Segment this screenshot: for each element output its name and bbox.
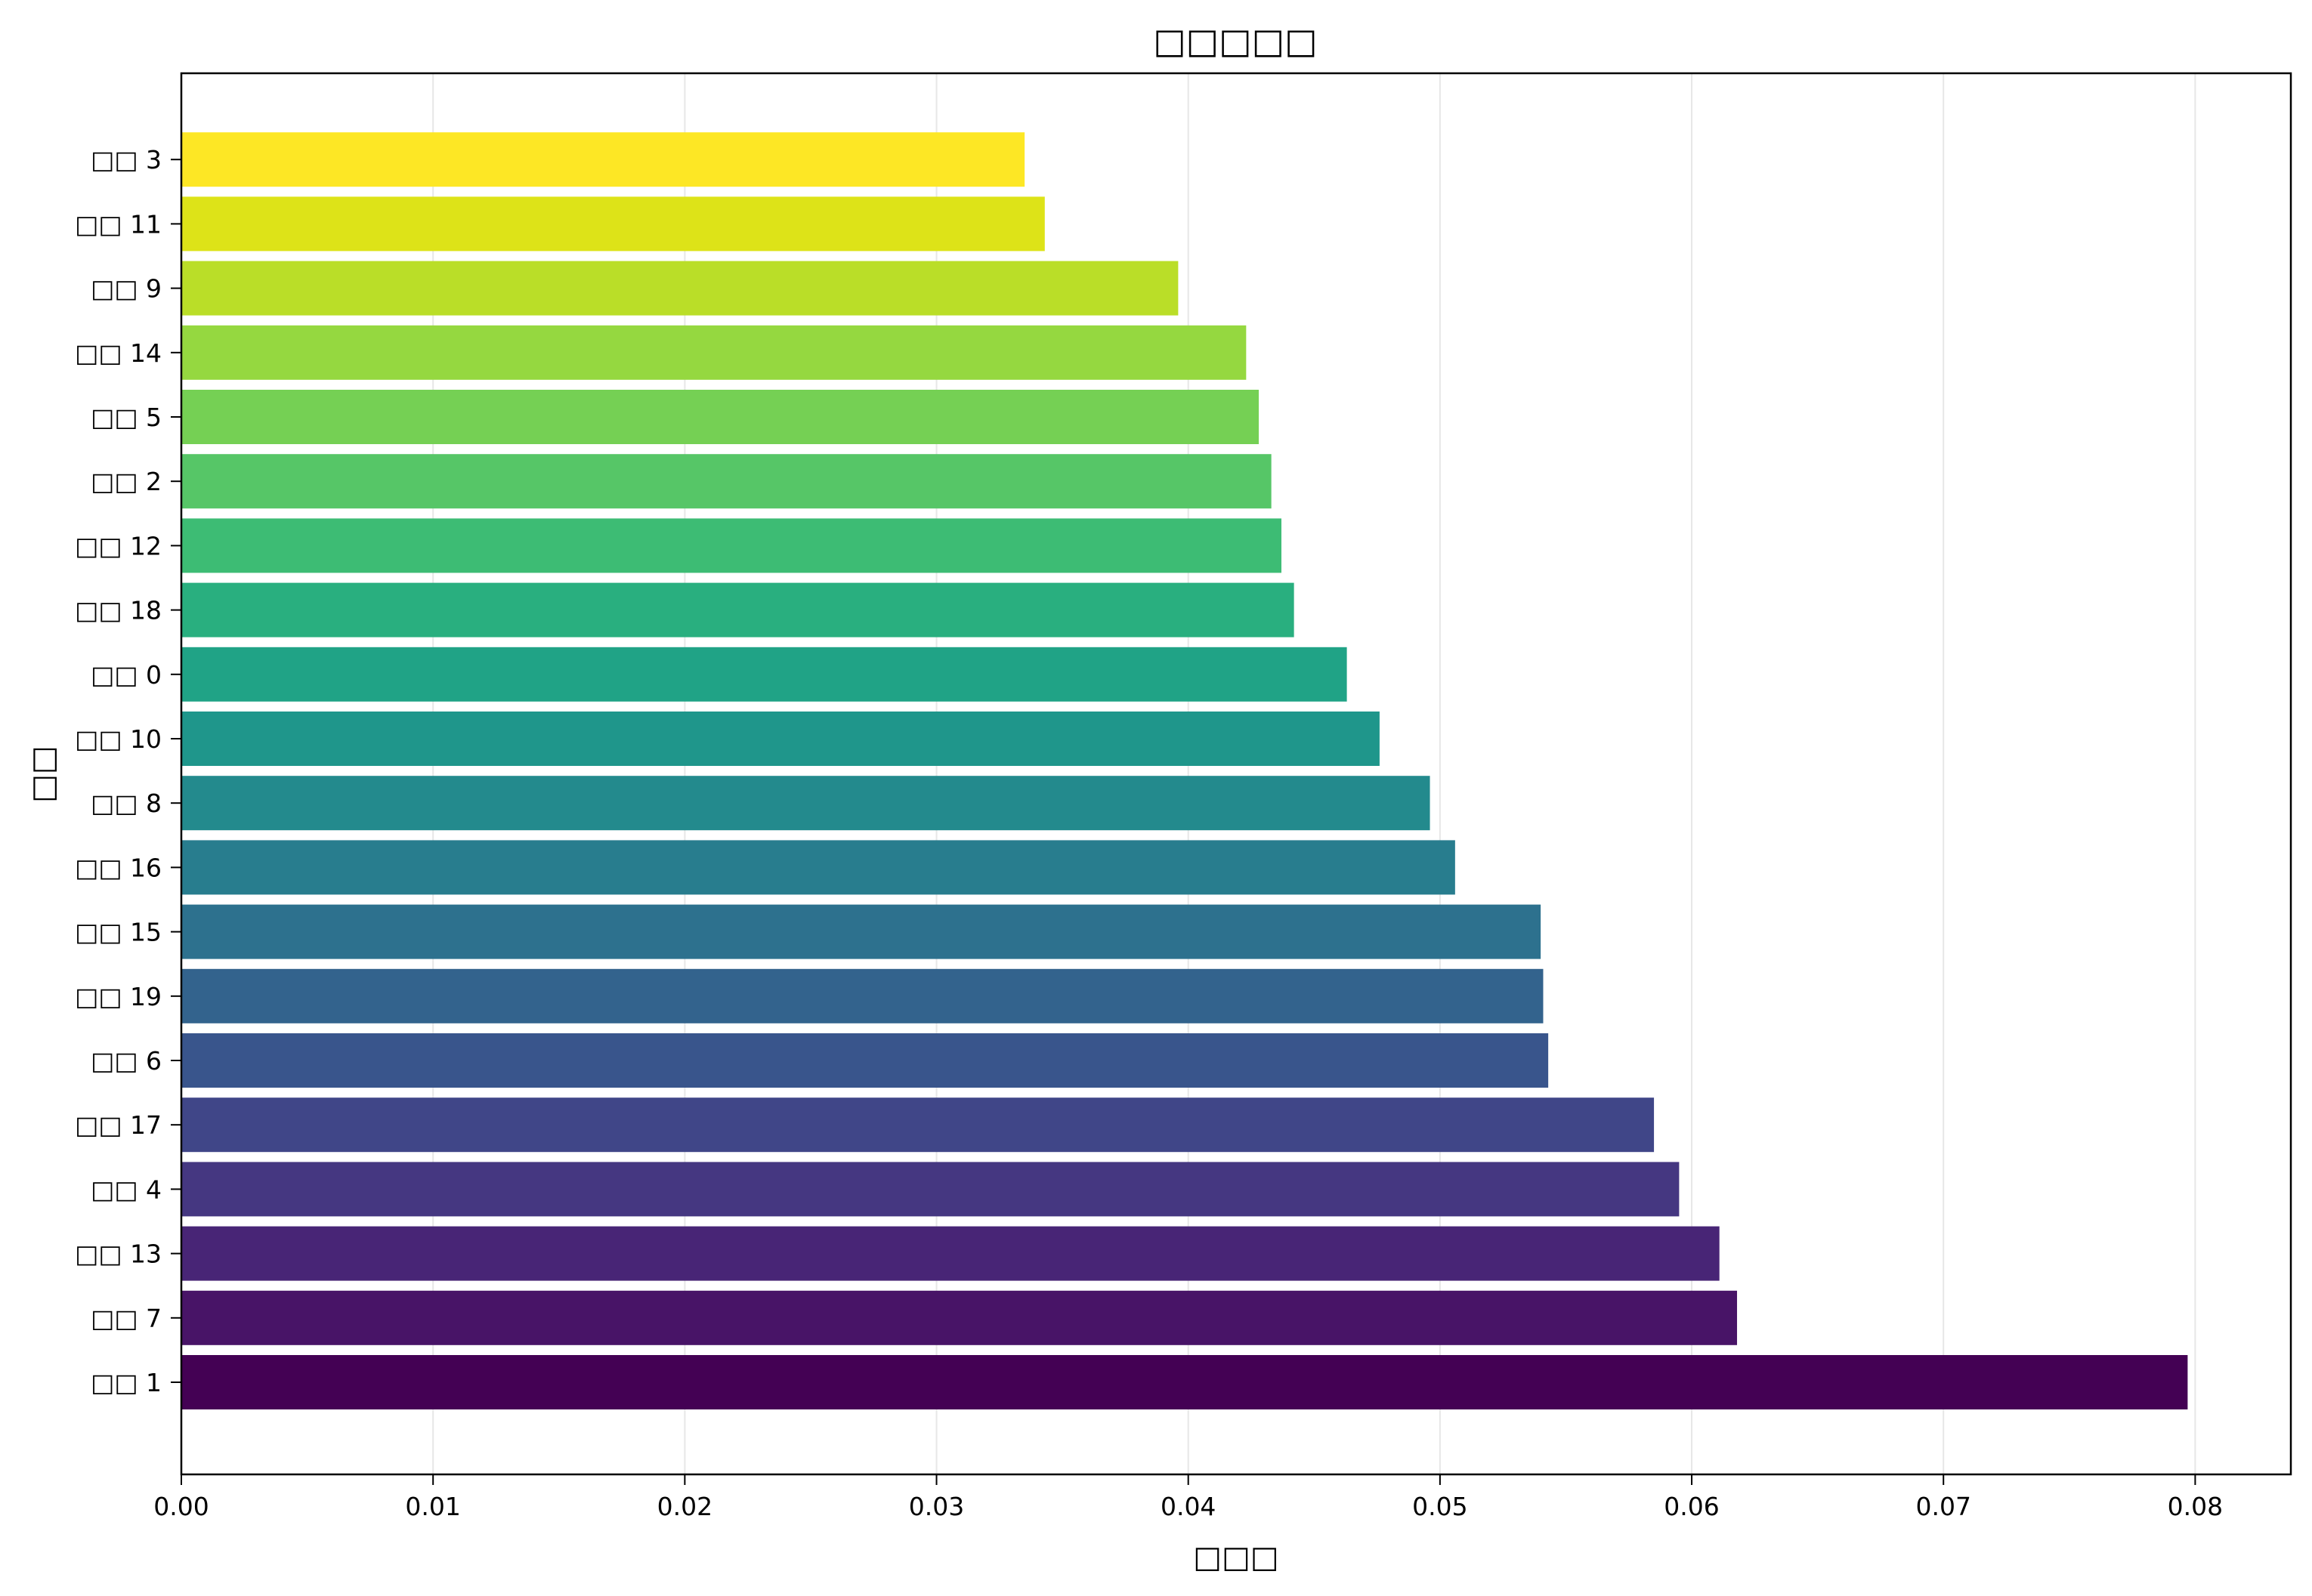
bar xyxy=(181,840,1455,895)
y-axis-ticks: □□ 1 □□ 7 □□ 13 □□ 4 □□ 17 □□ 6 □□ 19 □□ 15 □□ 1… xyxy=(75,145,181,1397)
x-tick-label: 0.01 xyxy=(405,1492,460,1521)
x-axis-label: □□□ xyxy=(1193,1540,1278,1575)
bar xyxy=(181,390,1259,444)
bar xyxy=(181,518,1281,573)
bar xyxy=(181,1033,1549,1088)
y-axis-label: □□ xyxy=(26,746,60,803)
y-tick-label: □□ 8 xyxy=(91,789,162,818)
y-tick-label: □□ 16 xyxy=(75,853,162,882)
x-tick-label: 0.04 xyxy=(1161,1492,1216,1521)
y-tick-label: □□ 4 xyxy=(91,1175,162,1204)
bar xyxy=(181,132,1025,187)
bar xyxy=(181,325,1247,380)
y-tick-label: □□ 0 xyxy=(91,660,162,690)
bar xyxy=(181,582,1294,637)
bar xyxy=(181,1290,1738,1345)
y-tick-label: □□ 19 xyxy=(75,982,162,1011)
y-tick-label: □□ 2 xyxy=(91,467,162,496)
x-tick-label: 0.08 xyxy=(2168,1492,2223,1521)
y-tick-label: □□ 6 xyxy=(91,1046,162,1076)
x-tick-label: 0.00 xyxy=(153,1492,209,1521)
plot-frame xyxy=(180,72,2292,1476)
x-tick-label: 0.06 xyxy=(1664,1492,1719,1521)
x-axis-ticks: 0.00 0.01 0.02 0.03 0.04 0.05 0.06 0.07 0.08 xyxy=(153,1474,2223,1521)
y-tick-label: □□ 9 xyxy=(91,274,162,304)
y-tick-label: □□ 3 xyxy=(91,145,162,174)
bar xyxy=(181,968,1544,1023)
bar xyxy=(181,904,1541,959)
y-tick-label: □□ 18 xyxy=(75,596,162,625)
y-tick-label: □□ 10 xyxy=(75,724,162,754)
bar xyxy=(181,261,1179,316)
y-tick-label: □□ 12 xyxy=(75,531,162,560)
x-tick-label: 0.02 xyxy=(657,1492,712,1521)
y-tick-label: □□ 15 xyxy=(75,918,162,947)
bars xyxy=(181,132,2188,1409)
bar xyxy=(181,196,1045,252)
x-tick-label: 0.07 xyxy=(1915,1492,1970,1521)
y-tick-label: □□ 13 xyxy=(75,1239,162,1269)
bar xyxy=(181,1226,1720,1281)
y-tick-label: □□ 5 xyxy=(91,403,162,432)
bar xyxy=(181,454,1272,509)
bar xyxy=(181,1162,1680,1217)
bar xyxy=(181,1097,1655,1153)
chart-title: □□□□□ xyxy=(1153,20,1317,61)
bar xyxy=(181,1355,2188,1409)
x-tick-label: 0.05 xyxy=(1412,1492,1467,1521)
bar xyxy=(181,647,1347,702)
bar xyxy=(181,712,1380,766)
y-tick-label: □□ 7 xyxy=(91,1304,162,1333)
y-tick-label: □□ 17 xyxy=(75,1110,162,1140)
bar xyxy=(181,776,1430,831)
y-tick-label: □□ 11 xyxy=(75,209,162,239)
x-tick-label: 0.03 xyxy=(909,1492,964,1521)
y-tick-label: □□ 14 xyxy=(75,338,162,368)
y-tick-label: □□ 1 xyxy=(91,1368,162,1397)
